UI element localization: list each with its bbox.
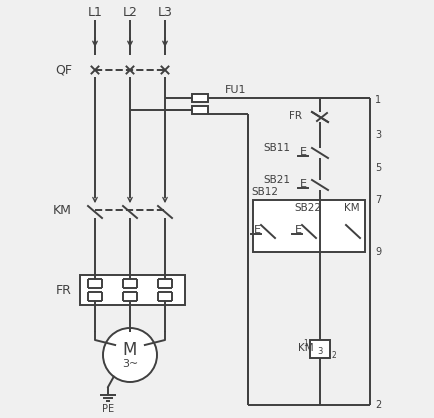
Text: FR: FR — [289, 111, 302, 121]
Bar — [192, 94, 208, 102]
Text: KM: KM — [53, 204, 72, 217]
Text: KM: KM — [344, 203, 360, 213]
Text: SB12: SB12 — [251, 187, 279, 197]
Text: 9: 9 — [375, 247, 381, 257]
Text: M: M — [123, 341, 137, 359]
Bar — [192, 106, 208, 114]
Text: L1: L1 — [88, 5, 102, 18]
Text: L3: L3 — [158, 5, 172, 18]
Text: 2: 2 — [375, 400, 381, 410]
Text: SB11: SB11 — [263, 143, 290, 153]
Text: E: E — [299, 147, 306, 157]
Text: E: E — [295, 225, 302, 235]
Text: FR: FR — [56, 283, 72, 296]
Text: KM: KM — [298, 343, 314, 353]
Text: SB21: SB21 — [263, 175, 290, 185]
Text: FU1: FU1 — [225, 85, 247, 95]
Text: E: E — [299, 179, 306, 189]
Text: L2: L2 — [122, 5, 138, 18]
Text: QF: QF — [55, 64, 72, 76]
Text: 3: 3 — [317, 347, 322, 357]
Bar — [253, 200, 365, 252]
Bar — [80, 275, 185, 305]
Text: 3: 3 — [375, 130, 381, 140]
Text: SB22: SB22 — [295, 203, 322, 213]
Text: 5: 5 — [375, 163, 381, 173]
Text: E: E — [253, 225, 260, 235]
Bar — [310, 340, 330, 358]
Text: 2: 2 — [332, 352, 337, 360]
Text: 1: 1 — [375, 95, 381, 105]
Text: 1: 1 — [303, 339, 308, 349]
Text: PE: PE — [102, 404, 114, 414]
Circle shape — [103, 328, 157, 382]
Text: 7: 7 — [375, 195, 381, 205]
Text: 3~: 3~ — [122, 359, 138, 369]
